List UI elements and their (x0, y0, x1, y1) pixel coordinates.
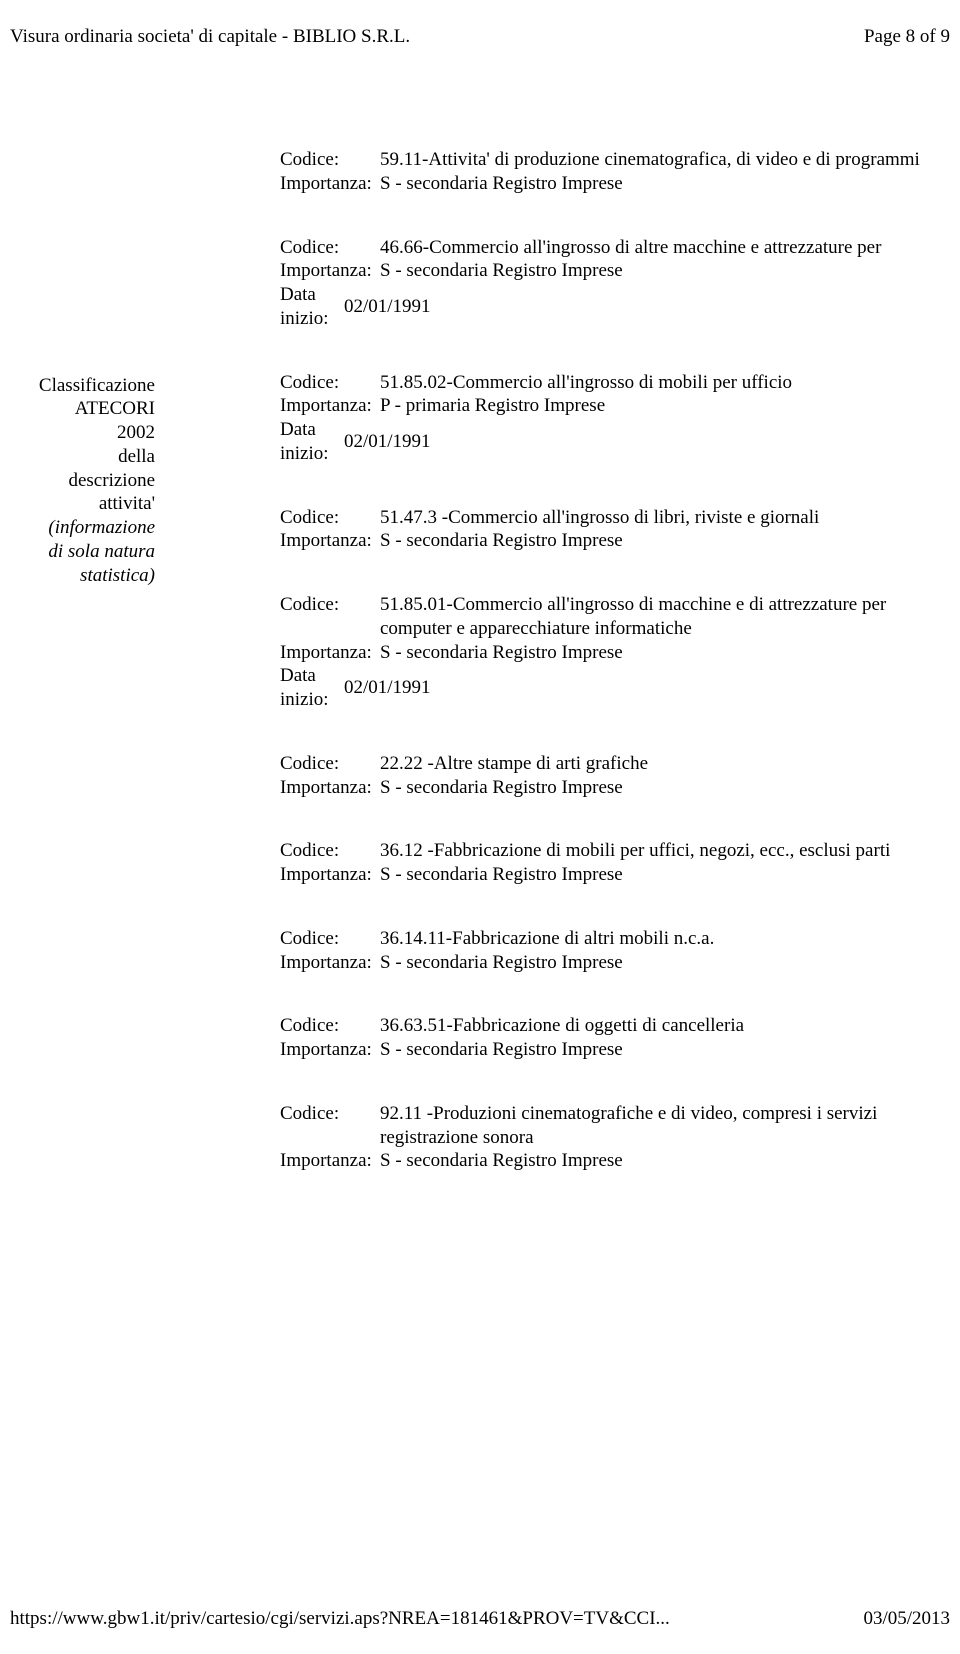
codice-label: Codice: (280, 839, 380, 863)
data-inizio-label-2: inizio: (280, 443, 329, 464)
block-codice-46-66: Codice: 46.66-Commercio all'ingrosso di … (280, 236, 950, 331)
importanza-label: Importanza: (280, 1038, 380, 1062)
block-codice-51-85-02: Codice: 51.85.02-Commercio all'ingrosso … (280, 371, 950, 466)
importanza-label: Importanza: (280, 394, 380, 418)
codice-label: Codice: (280, 927, 380, 951)
codice-label: Codice: (280, 593, 380, 617)
classification-content: Codice: 51.85.02-Commercio all'ingrosso … (280, 371, 950, 1214)
page-footer: https://www.gbw1.it/priv/cartesio/cgi/se… (10, 1608, 950, 1630)
codice-value: 51.85.01-Commercio all'ingrosso di macch… (380, 593, 950, 617)
block-codice-36-14-11: Codice: 36.14.11-Fabbricazione di altri … (280, 927, 950, 975)
sidebar-line: Classificazione (20, 374, 155, 398)
page-header: Visura ordinaria societa' di capitale - … (10, 26, 950, 48)
codice-value: 51.85.02-Commercio all'ingrosso di mobil… (380, 371, 950, 395)
codice-label: Codice: (280, 752, 380, 776)
data-inizio-label-1: Data (280, 284, 316, 305)
classification-section: Classificazione ATECORI 2002 della descr… (10, 371, 950, 1214)
importanza-value: S - secondaria Registro Imprese (380, 641, 950, 665)
block-codice-51-85-01: Codice: 51.85.01-Commercio all'ingrosso … (280, 593, 950, 712)
data-inizio-label-1: Data (280, 665, 316, 686)
header-title-left: Visura ordinaria societa' di capitale - … (10, 26, 410, 48)
footer-date: 03/05/2013 (863, 1608, 950, 1630)
sidebar-line: ATECORI (20, 397, 155, 421)
codice-value: 36.12 -Fabbricazione di mobili per uffic… (380, 839, 950, 863)
sidebar-classification: Classificazione ATECORI 2002 della descr… (10, 374, 155, 1214)
sidebar-line: (informazione (20, 516, 155, 540)
top-section: Codice: 59.11-Attivita' di produzione ci… (280, 148, 950, 331)
importanza-value: S - secondaria Registro Imprese (380, 172, 950, 196)
codice-value: 46.66-Commercio all'ingrosso di altre ma… (380, 236, 950, 260)
block-codice-51-47-3: Codice: 51.47.3 -Commercio all'ingrosso … (280, 506, 950, 554)
sidebar-line: di sola natura (20, 540, 155, 564)
importanza-label: Importanza: (280, 863, 380, 887)
importanza-value: S - secondaria Registro Imprese (380, 1038, 950, 1062)
codice-label: Codice: (280, 236, 380, 260)
codice-value: 36.14.11-Fabbricazione di altri mobili n… (380, 927, 950, 951)
block-codice-92-11: Codice: 92.11 -Produzioni cinematografic… (280, 1102, 950, 1173)
block-codice-22-22: Codice: 22.22 -Altre stampe di arti graf… (280, 752, 950, 800)
importanza-label: Importanza: (280, 259, 380, 283)
block-codice-36-63-51: Codice: 36.63.51-Fabbricazione di oggett… (280, 1014, 950, 1062)
importanza-value: S - secondaria Registro Imprese (380, 259, 950, 283)
importanza-value: S - secondaria Registro Imprese (380, 863, 950, 887)
data-inizio-value: 02/01/1991 (344, 676, 950, 700)
sidebar-line: statistica) (20, 564, 155, 588)
data-inizio-label-1: Data (280, 419, 316, 440)
importanza-label: Importanza: (280, 951, 380, 975)
codice-value: 22.22 -Altre stampe di arti grafiche (380, 752, 950, 776)
codice-label: Codice: (280, 1102, 380, 1126)
importanza-value: S - secondaria Registro Imprese (380, 776, 950, 800)
codice-label: Codice: (280, 371, 380, 395)
importanza-value: P - primaria Registro Imprese (380, 394, 950, 418)
block-codice-59-11: Codice: 59.11-Attivita' di produzione ci… (280, 148, 950, 196)
sidebar-line: 2002 (20, 421, 155, 445)
importanza-value: S - secondaria Registro Imprese (380, 529, 950, 553)
codice-value-cont: computer e apparecchiature informatiche (380, 617, 950, 641)
importanza-value: S - secondaria Registro Imprese (380, 951, 950, 975)
importanza-label: Importanza: (280, 1149, 380, 1173)
data-inizio-label-2: inizio: (280, 689, 329, 710)
codice-label: Codice: (280, 1014, 380, 1038)
codice-value: 92.11 -Produzioni cinematografiche e di … (380, 1102, 950, 1126)
importanza-label: Importanza: (280, 641, 380, 665)
sidebar-line: attivita' (20, 492, 155, 516)
importanza-label: Importanza: (280, 172, 380, 196)
importanza-value: S - secondaria Registro Imprese (380, 1149, 950, 1173)
codice-value: 36.63.51-Fabbricazione di oggetti di can… (380, 1014, 950, 1038)
importanza-label: Importanza: (280, 529, 380, 553)
codice-label: Codice: (280, 506, 380, 530)
data-inizio-value: 02/01/1991 (344, 295, 950, 319)
codice-label: Codice: (280, 148, 380, 172)
importanza-label: Importanza: (280, 776, 380, 800)
codice-value: 59.11-Attivita' di produzione cinematogr… (380, 148, 950, 172)
sidebar-line: descrizione (20, 469, 155, 493)
codice-value: 51.47.3 -Commercio all'ingrosso di libri… (380, 506, 950, 530)
block-codice-36-12: Codice: 36.12 -Fabbricazione di mobili p… (280, 839, 950, 887)
codice-value-cont: registrazione sonora (380, 1126, 950, 1150)
footer-url: https://www.gbw1.it/priv/cartesio/cgi/se… (10, 1608, 670, 1630)
header-page-number: Page 8 of 9 (864, 26, 950, 48)
sidebar-line: della (20, 445, 155, 469)
data-inizio-label-2: inizio: (280, 308, 329, 329)
data-inizio-value: 02/01/1991 (344, 430, 950, 454)
